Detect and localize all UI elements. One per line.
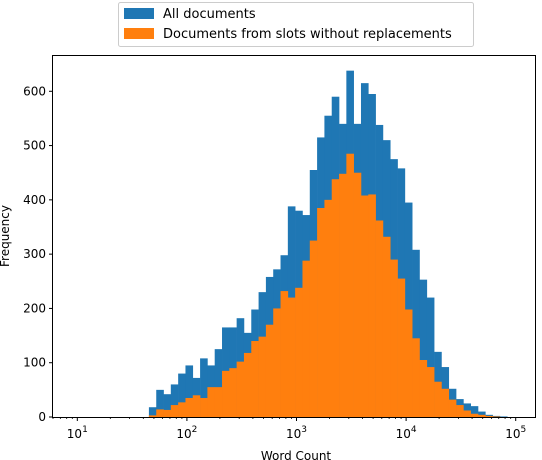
legend-label-slots-without-replacements: Documents from slots without replacement… (163, 27, 452, 42)
bar (251, 341, 259, 417)
bar (185, 365, 194, 417)
x-axis-label: Word Count (261, 449, 332, 460)
y-axis: 0 100 200 300 400 500 600 (23, 84, 53, 424)
y-tick-label: 300 (23, 247, 46, 261)
x-tick-label: 102 (176, 425, 197, 441)
bar (185, 398, 194, 417)
bar (426, 297, 435, 417)
bar (214, 349, 223, 417)
bar (200, 398, 208, 417)
bar (222, 370, 230, 417)
bar (178, 373, 186, 417)
legend: All documents Documents from slots witho… (118, 2, 474, 47)
bar (492, 416, 501, 417)
x-tick-label: 103 (286, 425, 307, 441)
bar (434, 381, 442, 417)
plot-frame (52, 55, 536, 418)
x-tick-label: 101 (67, 425, 88, 441)
bar (287, 297, 296, 417)
bar (441, 388, 450, 417)
legend-swatch-all-documents (124, 8, 154, 19)
bar (412, 338, 420, 417)
bar (478, 411, 486, 417)
bar (156, 409, 164, 417)
bar (499, 416, 508, 417)
bar (302, 260, 311, 417)
bar (368, 194, 376, 417)
bar (178, 402, 186, 417)
y-tick-label: 400 (23, 193, 46, 207)
bar (163, 409, 172, 417)
bar (200, 358, 208, 417)
bar (456, 405, 464, 417)
bar (463, 403, 471, 417)
bar (148, 407, 157, 417)
bar (375, 220, 384, 417)
bar (353, 172, 362, 417)
bar (273, 308, 281, 417)
bar (339, 173, 347, 417)
bar (243, 352, 252, 417)
bar (485, 415, 493, 417)
bar (265, 324, 274, 417)
y-tick-label: 100 (23, 356, 46, 370)
bar (156, 389, 164, 417)
bar (426, 367, 435, 417)
bar (470, 413, 479, 417)
y-tick-label: 200 (23, 301, 46, 315)
bar (258, 336, 267, 417)
bar (412, 249, 420, 417)
y-axis-label: Frequency (0, 205, 12, 267)
bar (331, 179, 340, 417)
bar (419, 360, 428, 417)
x-tick-label: 104 (396, 425, 417, 441)
bar (463, 410, 471, 417)
bar (324, 199, 333, 417)
bar (309, 240, 318, 417)
bar (397, 278, 406, 417)
bar (295, 287, 303, 417)
x-tick-label: 105 (505, 425, 526, 441)
bar (170, 405, 179, 417)
bar (163, 394, 172, 417)
legend-box (118, 2, 474, 47)
y-tick-label: 500 (23, 139, 46, 153)
x-axis: 101 102 103 104 105 (52, 417, 526, 441)
legend-swatch-slots-without-replacements (124, 28, 154, 39)
series-slots-without-replacements-bars (148, 153, 501, 417)
y-tick-label: 0 (38, 410, 46, 424)
bar (390, 259, 398, 417)
bar (360, 195, 369, 417)
legend-label-all-documents: All documents (163, 7, 256, 22)
bar (229, 368, 237, 417)
bar (478, 414, 486, 417)
bar (236, 361, 245, 417)
bar (448, 399, 457, 417)
bar (317, 208, 325, 417)
bar (382, 236, 391, 417)
bar (470, 406, 479, 417)
bar (170, 384, 179, 417)
bar (404, 309, 413, 417)
bar (148, 415, 157, 417)
bar (280, 291, 289, 417)
bar (346, 153, 354, 417)
bar (214, 387, 223, 417)
y-tick-label: 600 (23, 84, 46, 98)
bar (192, 395, 201, 417)
bar (207, 387, 216, 417)
bar (419, 279, 428, 417)
